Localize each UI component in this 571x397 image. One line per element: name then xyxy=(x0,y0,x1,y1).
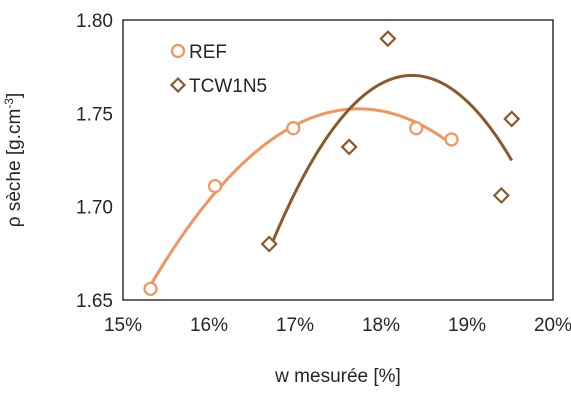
data-point-ref xyxy=(444,132,459,147)
plot-area-frame xyxy=(122,19,554,301)
y-tick-label: 1.80 xyxy=(76,11,113,32)
marker-layer xyxy=(143,30,521,296)
legend-marker-ref xyxy=(170,43,186,59)
legend-label-tcw1n5: TCW1N5 xyxy=(189,76,267,97)
tick-label-layer: 15% 16% 17% 18% 19% 20% 1.65 1.70 1.75 1.80 xyxy=(76,11,571,336)
legend-marker-tcw1n5 xyxy=(169,76,187,94)
data-point-tcw1n5 xyxy=(492,186,510,205)
y-tick-label: 1.75 xyxy=(76,104,113,125)
x-tick-label: 15% xyxy=(104,315,142,336)
trendline-tcw1n5 xyxy=(267,73,514,251)
data-point-tcw1n5 xyxy=(379,30,397,48)
data-point-ref xyxy=(286,121,301,136)
x-tick-label: 19% xyxy=(448,315,486,336)
x-tick-label: 16% xyxy=(190,315,228,336)
trendline-ref xyxy=(149,107,453,287)
x-tick-label: 17% xyxy=(276,315,314,336)
x-axis-label: w mesurée [%] xyxy=(274,366,401,387)
x-tick-label: 20% xyxy=(534,315,571,336)
trendline-layer xyxy=(149,73,514,287)
x-tick-label: 18% xyxy=(362,315,400,336)
y-axis-label: ρ sèche [g.cm-3] xyxy=(2,93,25,227)
data-point-ref xyxy=(207,179,223,194)
data-point-tcw1n5 xyxy=(340,138,358,156)
data-point-tcw1n5 xyxy=(503,110,521,128)
legend-label-ref: REF xyxy=(189,42,227,63)
legend: REF TCW1N5 xyxy=(169,42,267,97)
y-tick-label: 1.65 xyxy=(76,291,113,312)
data-point-tcw1n5 xyxy=(260,235,278,253)
y-tick-label: 1.70 xyxy=(76,198,113,219)
data-point-ref xyxy=(143,281,158,296)
data-point-ref xyxy=(409,121,424,136)
